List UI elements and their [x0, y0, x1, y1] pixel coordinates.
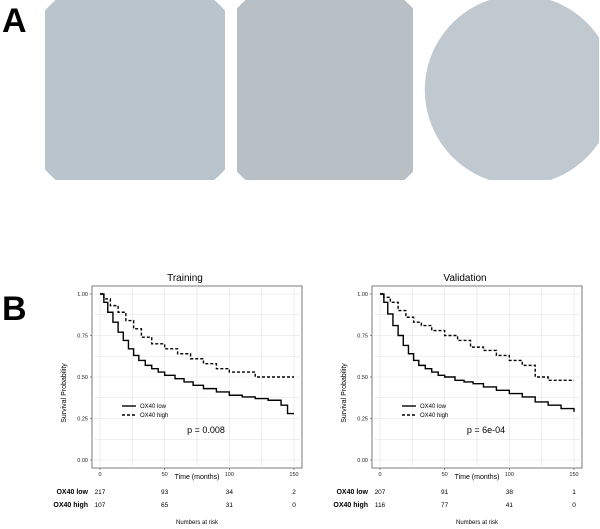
legend-item-low: OX40 low	[140, 404, 167, 410]
tissue-image-2	[237, 0, 413, 180]
risk-group-high: OX40 high	[53, 502, 88, 509]
risk-table-label: Numbers at risk	[176, 520, 219, 526]
panel-label-a: A	[2, 2, 27, 40]
x-tick-label: 150	[569, 472, 578, 478]
risk-table-cell: 38	[506, 489, 514, 496]
legend-item-high: OX40 high	[140, 413, 168, 419]
y-axis-label: Survival Probability	[61, 363, 68, 423]
y-tick-label: 0.50	[357, 375, 368, 381]
km-chart-validation: Validation Survival Probability Time (mo…	[333, 273, 583, 526]
risk-table-cell: 77	[441, 502, 449, 509]
panel-label-b: B	[2, 290, 27, 328]
tissue-image-1	[45, 0, 225, 180]
y-tick-label: 0.00	[357, 458, 368, 464]
x-tick-label: 0	[98, 472, 101, 478]
series-line-high	[100, 293, 294, 378]
x-axis-label: Time (months)	[175, 474, 220, 481]
series-line-low	[380, 293, 575, 412]
risk-table-cell: 116	[375, 502, 386, 509]
risk-table-cell: 107	[95, 502, 106, 509]
y-tick-label: 0.00	[77, 458, 88, 464]
y-tick-label: 0.75	[357, 334, 368, 340]
legend-item-low: OX40 low	[420, 404, 447, 410]
plot-background	[371, 285, 583, 469]
risk-table-cell: 41	[506, 502, 514, 509]
y-tick-label: 1.00	[357, 292, 368, 298]
x-tick-label: 100	[225, 472, 234, 478]
risk-table-cell: 91	[441, 489, 449, 496]
y-tick-label: 0.25	[357, 417, 368, 423]
risk-table-cell: 1	[572, 489, 576, 496]
x-axis-label: Time (months)	[455, 474, 500, 481]
risk-table-cell: 65	[161, 502, 169, 509]
plot-background	[91, 285, 303, 469]
annotation-pvalue: p = 0.008	[187, 425, 225, 435]
risk-table-label: Numbers at risk	[456, 520, 499, 526]
risk-table-cell: 34	[226, 489, 234, 496]
series-line-high	[380, 293, 574, 382]
series-line-low	[100, 293, 294, 415]
y-tick-label: 0.75	[77, 334, 88, 340]
x-tick-label: 50	[442, 472, 448, 478]
x-tick-label: 50	[162, 472, 168, 478]
risk-table-cell: 0	[572, 502, 576, 509]
annotation-pvalue: p = 6e-04	[467, 425, 505, 435]
x-tick-label: 0	[378, 472, 381, 478]
risk-table-cell: 2	[292, 489, 296, 496]
risk-table-cell: 31	[226, 502, 234, 509]
y-tick-label: 1.00	[77, 292, 88, 298]
tissue-image-3	[424, 0, 599, 180]
risk-group-high: OX40 high	[333, 502, 368, 509]
risk-table-cell: 207	[375, 489, 386, 496]
legend-item-high: OX40 high	[420, 413, 448, 419]
risk-group-low: OX40 low	[56, 489, 88, 496]
x-tick-label: 150	[289, 472, 298, 478]
risk-table-cell: 0	[292, 502, 296, 509]
km-chart-training: Training Survival Probability Time (mont…	[53, 273, 303, 526]
risk-group-low: OX40 low	[336, 489, 368, 496]
y-tick-label: 0.50	[77, 375, 88, 381]
chart-title: Training	[167, 273, 203, 284]
x-tick-label: 100	[505, 472, 514, 478]
y-axis-label: Survival Probability	[341, 363, 348, 423]
y-tick-label: 0.25	[77, 417, 88, 423]
risk-table-cell: 217	[95, 489, 106, 496]
risk-table-cell: 93	[161, 489, 169, 496]
chart-title: Validation	[443, 273, 486, 284]
